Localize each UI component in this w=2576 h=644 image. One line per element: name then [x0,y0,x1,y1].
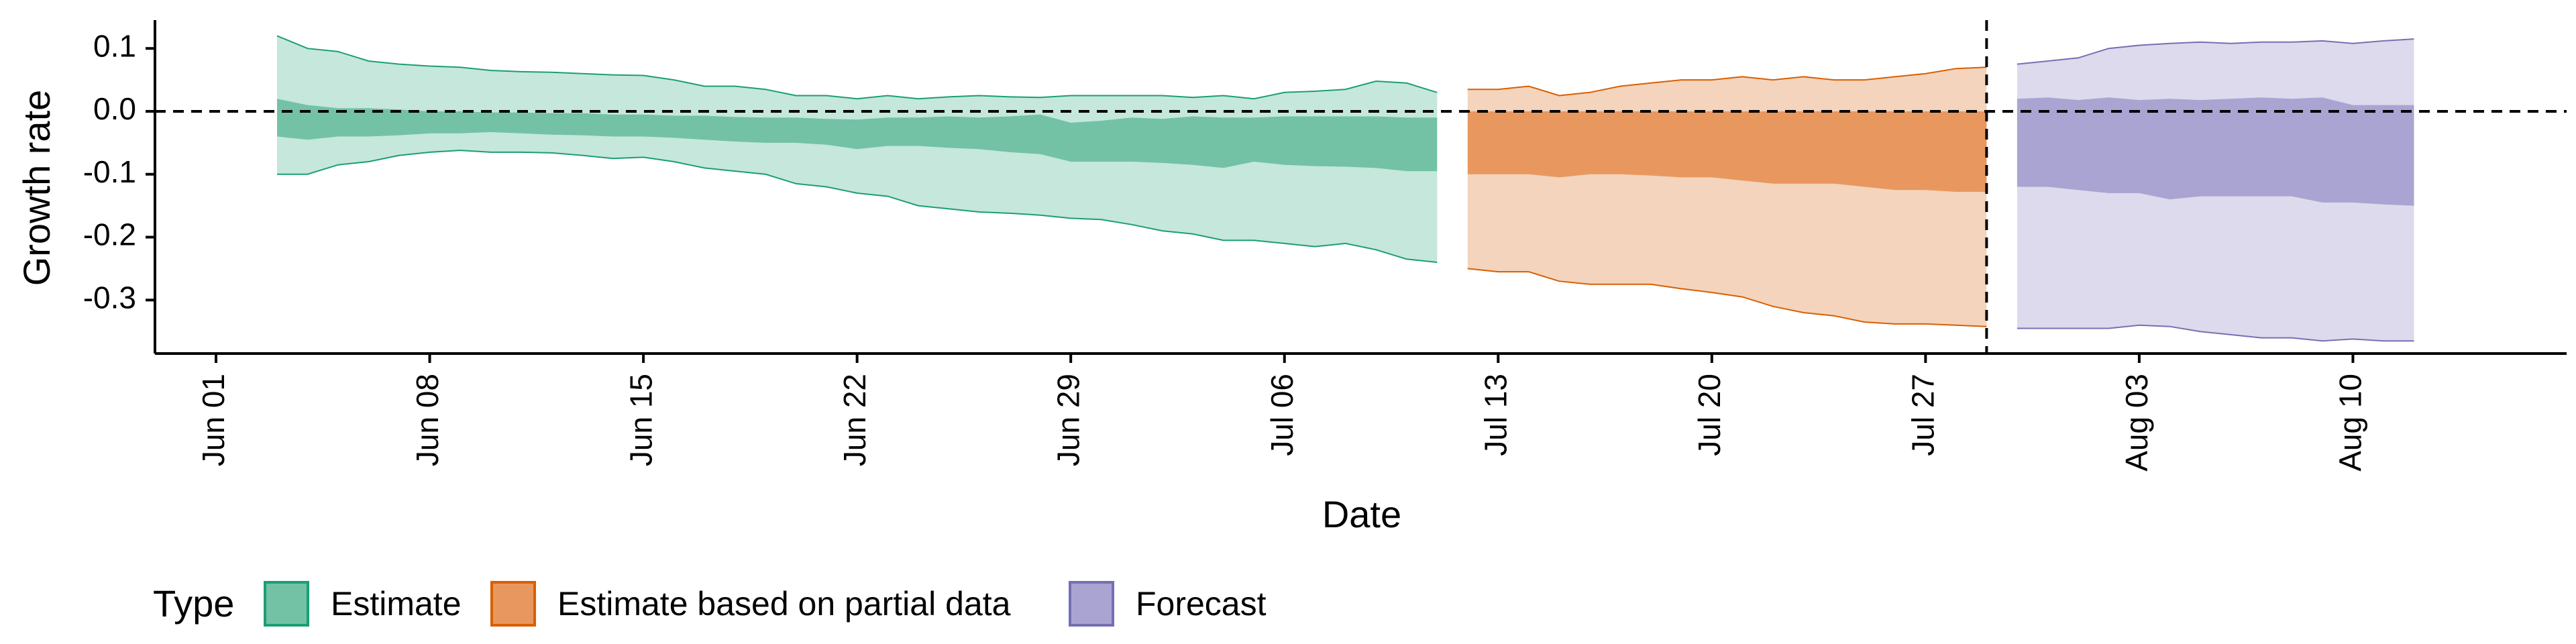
y-tick-label: 0.1 [93,28,136,63]
x-tick-label: Jun 08 [410,374,445,466]
legend-key-estimate [264,581,309,627]
x-tick-label: Jul 20 [1692,374,1727,456]
legend-key-estimate-based-on-partial-data [490,581,536,627]
forecast-band-90-upper-edge [2017,38,2414,65]
estimate-based-on-partial-data-band-90-upper-edge [1467,66,1987,97]
x-tick-label: Jul 27 [1906,374,1941,456]
reference-lines [155,20,2567,354]
x-tick-label: Aug 03 [2119,374,2154,472]
forecast-band-50 [2017,97,2414,206]
legend-label-estimate-based-on-partial-data: Estimate based on partial data [557,585,1011,623]
plot-area [155,20,2567,354]
estimate-band-90-lower-edge [277,150,1438,263]
x-tick-label: Aug 10 [2333,374,2368,472]
x-ticks: Jun 01 Jun 08 Jun 15 Jun 22 Jun 29 Jul 06 Jul … [196,354,2368,472]
estimate-band-90-upper-edge [276,35,1438,100]
y-axis-title: Growth rate [15,90,58,286]
x-tick-label: Jul 13 [1478,374,1513,456]
estimate-band-50 [277,99,1438,172]
legend: Type Estimate Estimate based on partial d… [153,581,1267,627]
axes: Jun 01 Jun 08 Jun 15 Jun 22 Jun 29 Jul 06 Jul … [83,20,2567,472]
y-tick-label: 0.0 [93,91,136,126]
x-tick-label: Jul 06 [1265,374,1299,456]
estimate-based-on-partial-data-band-90-lower-edge [1467,268,1987,327]
x-axis-title: Date [1322,493,1401,535]
legend-label-estimate: Estimate [331,585,462,623]
y-tick-label: -0.1 [83,154,136,189]
y-tick-label: -0.2 [83,217,136,252]
x-tick-label: Jun 22 [837,374,872,466]
y-tick-label: -0.3 [83,280,136,315]
y-ticks: 0.1 0.0 -0.1 -0.2 -0.3 [83,28,155,315]
series-bands [276,35,2414,342]
x-tick-label: Jun 29 [1051,374,1085,466]
legend-items: Estimate Estimate based on partial data Fo… [264,581,1267,627]
estimate-based-on-partial-data-band-50 [1467,111,1987,192]
legend-label-forecast: Forecast [1136,585,1267,623]
x-tick-label: Jun 15 [623,374,658,466]
estimate-band-90 [277,36,1438,263]
legend-title: Type [153,582,234,625]
x-tick-label: Jun 01 [196,374,231,466]
legend-key-forecast [1069,581,1114,627]
forecast-band-90-lower-edge [2017,324,2414,342]
estimate-based-on-partial-data-band-90 [1467,67,1987,327]
